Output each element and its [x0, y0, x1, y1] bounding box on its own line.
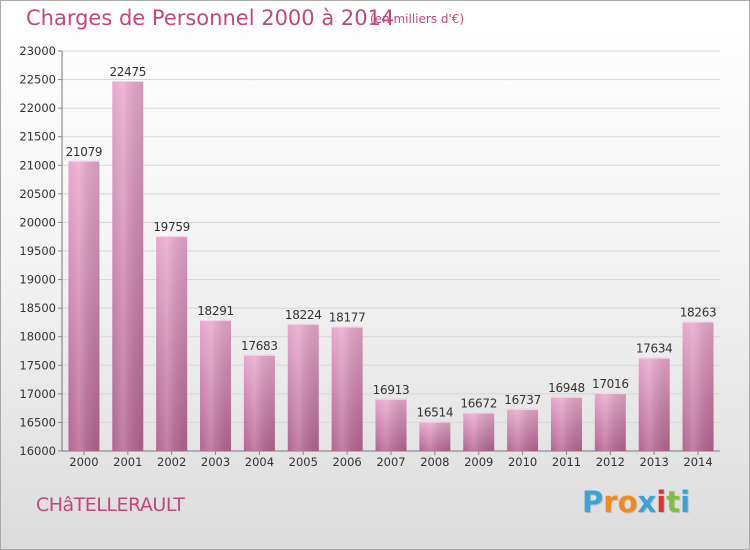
bar-sheen	[156, 236, 188, 451]
logo-letter: o	[617, 485, 638, 519]
bar-sheen	[594, 392, 626, 451]
data-label: 18224	[285, 308, 322, 322]
y-tick-label: 17000	[19, 387, 56, 401]
x-tick-label: 2005	[289, 455, 318, 469]
x-tick-label: 2006	[332, 455, 361, 469]
y-tick-label: 21500	[19, 130, 56, 144]
logo-letter: i	[656, 485, 667, 519]
data-label: 17634	[636, 342, 673, 356]
x-tick-label: 2007	[376, 455, 405, 469]
x-tick-label: 2011	[552, 455, 581, 469]
y-tick-label: 22000	[19, 101, 56, 115]
x-tick-label: 2000	[69, 455, 98, 469]
x-tick-label: 2014	[683, 455, 712, 469]
bar-sheen	[200, 320, 232, 451]
bar-sheen	[682, 321, 714, 451]
logo-letter: t	[666, 485, 681, 519]
x-tick-label: 2012	[596, 455, 625, 469]
y-tick-label: 18500	[19, 301, 56, 315]
bar-sheen	[419, 421, 451, 451]
x-tick-label: 2003	[201, 455, 230, 469]
data-label: 18263	[680, 306, 717, 320]
bar-sheen	[463, 412, 495, 451]
y-tick-label: 16000	[19, 444, 56, 458]
data-label: 18291	[197, 304, 234, 318]
x-tick-label: 2009	[464, 455, 493, 469]
x-tick-label: 2002	[157, 455, 186, 469]
y-tick-label: 18000	[19, 330, 56, 344]
proxiti-logo: Proxiti	[582, 485, 690, 519]
place-name: CHâTELLERAULT	[36, 494, 185, 516]
y-tick-label: 23000	[19, 44, 56, 58]
data-label: 17683	[241, 339, 278, 353]
data-label: 17016	[592, 377, 629, 391]
y-tick-label: 19500	[19, 244, 56, 258]
tick-labels: 16000 16500 17000 17500 18000 18500 19000 19500…	[19, 44, 712, 469]
x-tick-label: 2013	[640, 455, 669, 469]
data-label: 16948	[548, 381, 585, 395]
x-tick-label: 2004	[245, 455, 274, 469]
data-label: 19759	[153, 220, 190, 234]
bars	[68, 81, 714, 451]
data-label: 21079	[66, 145, 103, 159]
data-label: 16514	[417, 406, 454, 420]
bar-sheen	[331, 326, 363, 451]
logo-letter: P	[582, 485, 604, 519]
y-tick-label: 21000	[19, 158, 56, 172]
y-tick-label: 19000	[19, 273, 56, 287]
logo-letter: x	[637, 485, 657, 519]
x-tick-label: 2010	[508, 455, 537, 469]
data-label: 18177	[329, 311, 366, 325]
bar-sheen	[112, 81, 144, 451]
data-labels: 21079 22475 19759 18291 17683 18224 18177 16913…	[66, 65, 717, 420]
y-tick-label: 20500	[19, 187, 56, 201]
y-tick-label: 20000	[19, 215, 56, 229]
data-label: 16672	[460, 397, 497, 411]
y-tick-label: 17500	[19, 358, 56, 372]
bar-sheen	[287, 323, 319, 451]
data-label: 16913	[373, 383, 410, 397]
bar-sheen	[375, 398, 407, 451]
bar-sheen	[68, 160, 100, 451]
data-label: 16737	[504, 393, 541, 407]
bar-sheen	[550, 396, 582, 451]
bar-sheen	[243, 354, 275, 451]
x-tick-label: 2001	[113, 455, 142, 469]
bar-sheen	[638, 357, 670, 451]
y-tick-label: 22500	[19, 73, 56, 87]
y-tick-label: 16500	[19, 415, 56, 429]
data-label: 22475	[109, 65, 146, 79]
chart-subtitle: (en milliers d'€)	[370, 12, 465, 26]
logo-letter: r	[603, 485, 618, 519]
x-tick-label: 2008	[420, 455, 449, 469]
chart-title: Charges de Personnel 2000 à 2014	[26, 6, 395, 30]
logo-letter: i	[680, 485, 691, 519]
bar-sheen	[507, 408, 539, 451]
